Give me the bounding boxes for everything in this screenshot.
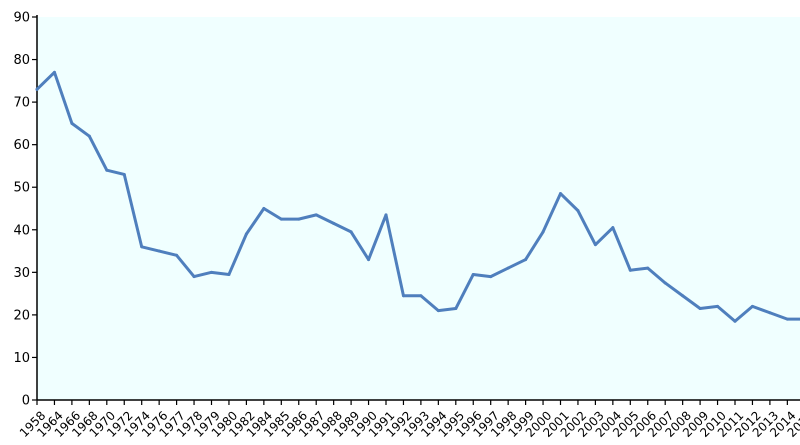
data-point xyxy=(436,309,440,313)
data-points xyxy=(35,70,789,323)
y-tick-label: 0 xyxy=(22,394,30,409)
data-point xyxy=(681,294,685,298)
data-point xyxy=(785,317,789,321)
y-tick-label: 70 xyxy=(13,96,30,111)
data-point xyxy=(628,268,632,272)
plot-background xyxy=(37,17,800,400)
data-point xyxy=(192,275,196,279)
data-point xyxy=(524,258,528,262)
data-point xyxy=(262,207,266,210)
data-point xyxy=(454,307,458,311)
data-point xyxy=(384,213,388,217)
data-point xyxy=(157,249,161,253)
y-tick-label: 30 xyxy=(13,266,30,281)
data-point xyxy=(401,294,405,298)
data-point xyxy=(210,270,213,274)
data-point xyxy=(541,230,545,234)
y-tick-label: 20 xyxy=(13,308,30,323)
data-point xyxy=(35,87,39,91)
data-point xyxy=(122,172,126,176)
y-tick-label: 90 xyxy=(13,11,30,26)
data-point xyxy=(105,168,109,172)
data-point xyxy=(87,134,91,138)
data-point xyxy=(733,319,737,323)
data-point xyxy=(559,192,562,196)
data-point xyxy=(279,217,283,221)
data-point xyxy=(646,266,650,270)
data-point xyxy=(489,275,493,279)
y-tick-label: 40 xyxy=(13,223,30,238)
data-point xyxy=(663,281,667,285)
data-point xyxy=(611,226,615,230)
data-point xyxy=(314,213,318,217)
data-point xyxy=(698,307,702,311)
data-point xyxy=(750,304,754,308)
data-point xyxy=(576,209,580,213)
y-tick-label: 10 xyxy=(13,351,30,366)
data-point xyxy=(593,243,597,247)
y-axis: 0 10 20 30 40 50 60 70 80 90 xyxy=(13,11,38,409)
y-tick-label: 50 xyxy=(13,181,30,196)
data-point xyxy=(52,70,56,74)
data-point xyxy=(716,304,720,308)
data-point xyxy=(367,258,371,262)
data-point xyxy=(349,230,353,234)
y-tick-label: 80 xyxy=(13,53,30,68)
x-axis: 1958196419661968197019721974197619771978… xyxy=(17,399,800,440)
data-point xyxy=(768,311,772,315)
data-point xyxy=(419,294,423,298)
data-point xyxy=(140,245,144,249)
data-point xyxy=(175,253,179,257)
data-point xyxy=(506,266,510,270)
data-point xyxy=(244,232,248,236)
data-point xyxy=(297,217,301,221)
data-point xyxy=(471,272,475,276)
data-point xyxy=(227,272,231,276)
y-tick-label: 60 xyxy=(13,138,30,153)
data-point xyxy=(332,221,336,225)
data-point xyxy=(70,121,74,125)
